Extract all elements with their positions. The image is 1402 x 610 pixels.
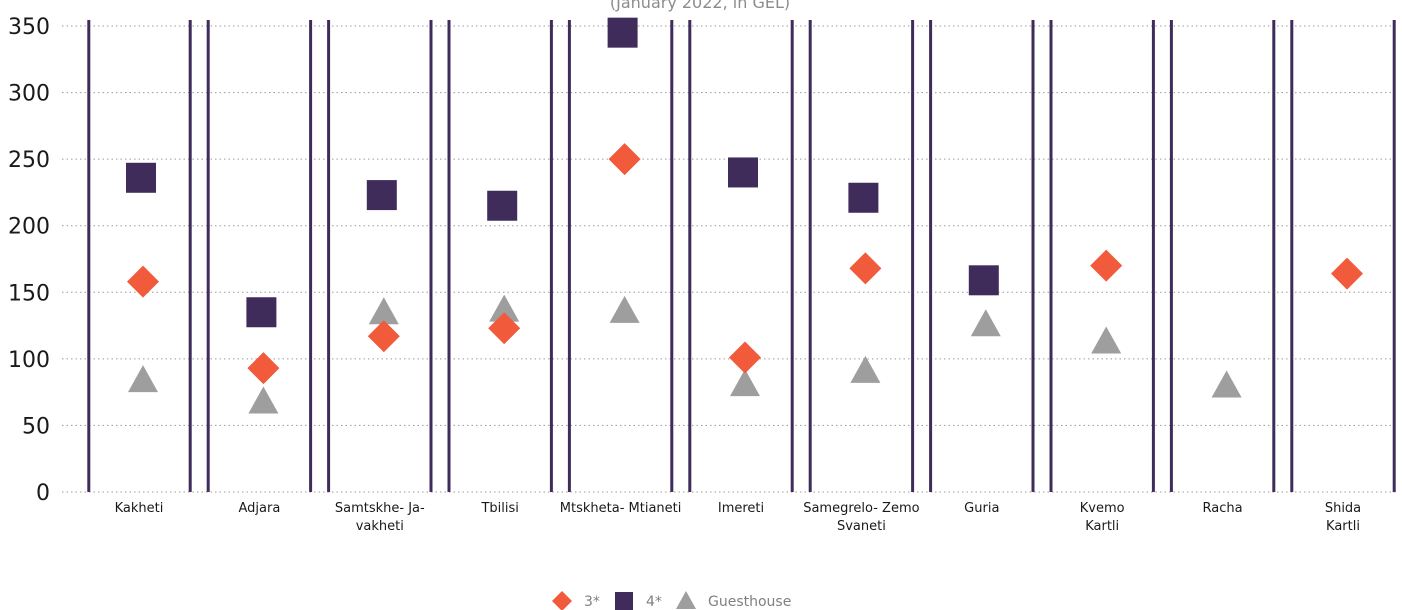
marker-diamond [608, 143, 641, 176]
marker-triangle [248, 386, 279, 414]
x-tick-label-line: vakheti [356, 519, 404, 534]
x-tick-label-line: Guria [964, 501, 999, 516]
legend-triangle-icon [676, 591, 696, 609]
marker-square [366, 180, 397, 211]
x-tick-label: Kakheti [115, 501, 164, 516]
marker-triangle [128, 365, 158, 393]
x-tick-label-line: Kvemo [1080, 501, 1125, 516]
x-tick-label: Adjara [238, 501, 280, 516]
y-axis-ticks: 0 50 100 150 200 250 300 350 [8, 15, 50, 506]
x-tick-label: Racha [1203, 501, 1243, 516]
x-tick-label-line: Kartli [1326, 519, 1360, 534]
x-tick-label-line: Samtskhe- Ja- [335, 501, 425, 516]
x-tick-label-line: Svaneti [837, 519, 886, 534]
x-tick-label: Shida Kartli [1325, 501, 1361, 534]
x-tick-label: Samegrelo- Zemo Svaneti [803, 501, 919, 534]
marker-diamond [1331, 257, 1363, 290]
marker-square [487, 190, 518, 221]
marker-square [968, 265, 999, 296]
legend-label: Guesthouse [708, 594, 791, 610]
column-separators [87, 20, 1396, 492]
legend-label: 4* [646, 594, 662, 610]
marker-square [607, 17, 638, 48]
x-tick-label: Kvemo Kartli [1080, 501, 1125, 534]
y-tick-label: 250 [8, 148, 50, 173]
x-tick-label-line: Mtskheta- Mtianeti [560, 501, 682, 516]
marker-diamond [849, 252, 882, 285]
x-axis-ticks: Kakheti Adjara Samtskhe- Ja-vakheti Tbilisi… [115, 501, 1362, 534]
y-tick-label: 200 [8, 215, 50, 240]
marker-triangle [489, 294, 520, 322]
y-tick-label: 0 [36, 481, 50, 506]
x-tick-label-line: Kartli [1085, 519, 1119, 534]
marker-square [728, 157, 758, 188]
marker-triangle [850, 355, 881, 383]
legend: 3* 4* Guesthouse [552, 591, 791, 610]
marker-diamond [488, 312, 521, 345]
y-tick-label: 300 [8, 82, 50, 107]
marker-square [246, 297, 277, 328]
marker-diamond [127, 265, 159, 298]
legend-diamond-icon [552, 591, 572, 610]
x-tick-label-line: Kakheti [115, 501, 164, 516]
marker-triangle [970, 309, 1001, 337]
marker-triangle [368, 297, 399, 325]
x-tick-label: Tbilisi [480, 501, 518, 516]
y-tick-label: 150 [8, 281, 50, 306]
marker-square [126, 162, 156, 193]
x-tick-label-line: Adjara [238, 501, 280, 516]
x-tick-label-line: Tbilisi [480, 501, 518, 516]
x-tick-label-line: Samegrelo- Zemo [803, 501, 919, 516]
legend-square-icon [615, 592, 633, 610]
data-markers [126, 17, 1363, 414]
x-tick-label: Mtskheta- Mtianeti [560, 501, 682, 516]
marker-diamond [729, 341, 761, 374]
y-tick-label: 50 [22, 414, 50, 439]
legend-label: 3* [584, 594, 600, 610]
marker-diamond [1090, 249, 1123, 282]
x-tick-label-line: Racha [1203, 501, 1243, 516]
x-tick-label-line: Imereti [718, 501, 764, 516]
marker-triangle [1211, 370, 1242, 398]
chart-subtitle: (January 2022, in GEL) [610, 0, 790, 12]
marker-triangle [730, 369, 760, 397]
x-tick-label-line: Shida [1325, 501, 1361, 516]
x-tick-label: Samtskhe- Ja-vakheti [335, 501, 425, 534]
y-tick-label: 100 [8, 348, 50, 373]
marker-diamond [367, 320, 400, 353]
x-tick-label: Guria [964, 501, 999, 516]
x-tick-label: Imereti [718, 501, 764, 516]
gridlines [62, 25, 1398, 493]
marker-square [848, 182, 879, 213]
marker-triangle [1091, 326, 1122, 354]
marker-diamond [247, 352, 280, 385]
marker-triangle [609, 295, 640, 323]
y-tick-label: 350 [8, 15, 50, 40]
